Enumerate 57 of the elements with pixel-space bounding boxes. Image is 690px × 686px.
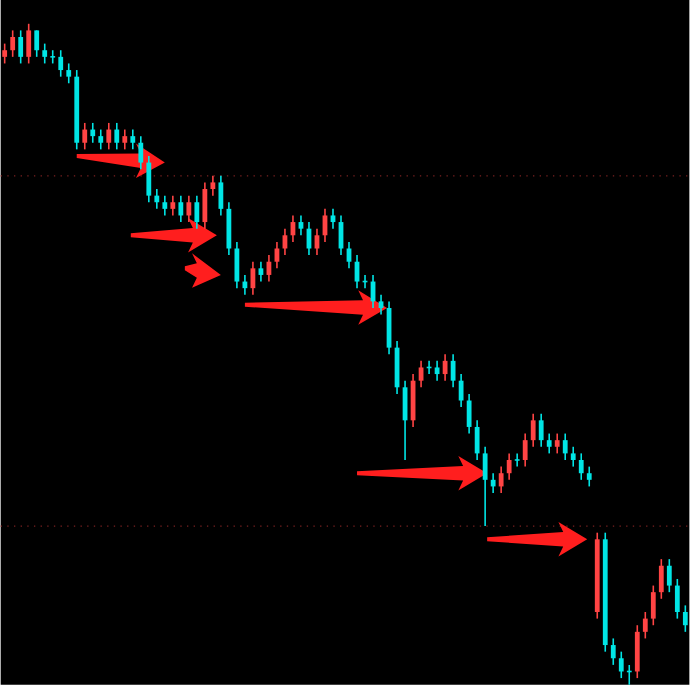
candlestick [554, 433, 560, 455]
candlestick [513, 452, 521, 468]
candlestick [458, 373, 464, 409]
candlestick [186, 195, 192, 224]
candlestick [682, 604, 688, 633]
candlestick [482, 446, 488, 528]
candlestick [586, 466, 592, 488]
candlestick [578, 452, 584, 481]
candlestick [442, 353, 448, 382]
candlestick [210, 175, 216, 197]
candlestick [226, 201, 232, 257]
candlestick [18, 29, 24, 65]
candlestick [66, 62, 72, 85]
candlestick [154, 188, 160, 210]
candlestick [474, 419, 480, 462]
candlestick [98, 128, 104, 151]
candlestick [106, 122, 112, 151]
candlestick [82, 122, 88, 151]
candlestick [466, 393, 472, 435]
candlestick [674, 578, 680, 620]
candlestick [178, 195, 184, 224]
candlestick [2, 43, 8, 65]
candlestick [530, 413, 536, 448]
candlestick [650, 585, 656, 627]
candlestick [570, 446, 576, 468]
candlestick [26, 23, 32, 65]
candlestick [146, 155, 152, 204]
candlestick [538, 413, 544, 448]
candlestick [138, 135, 144, 171]
candlestick [218, 175, 224, 217]
candlestick [618, 651, 624, 680]
candlestick [666, 558, 672, 594]
candlestick [562, 433, 568, 462]
candlestick [450, 353, 456, 389]
candlestick [49, 49, 56, 65]
candlestick [546, 433, 552, 455]
candlestick [610, 637, 616, 666]
candlestick [194, 195, 200, 230]
candlestick [498, 466, 504, 495]
candlestick [58, 49, 64, 78]
candlestick [10, 29, 16, 58]
candlestick [170, 195, 176, 217]
candlestick [234, 241, 240, 290]
candlestick [642, 611, 648, 640]
candlestick [634, 624, 640, 680]
candlestick [506, 452, 512, 481]
candlestick [490, 472, 496, 495]
candlestick [658, 558, 664, 600]
candlestick [122, 128, 128, 151]
candlestick [130, 128, 136, 151]
candlestick [162, 195, 168, 217]
candlestick [114, 122, 120, 151]
candlestick [42, 43, 48, 65]
candlestick [202, 181, 208, 230]
candlestick [90, 122, 96, 144]
candlestick [34, 29, 40, 58]
candlestick [522, 433, 528, 468]
